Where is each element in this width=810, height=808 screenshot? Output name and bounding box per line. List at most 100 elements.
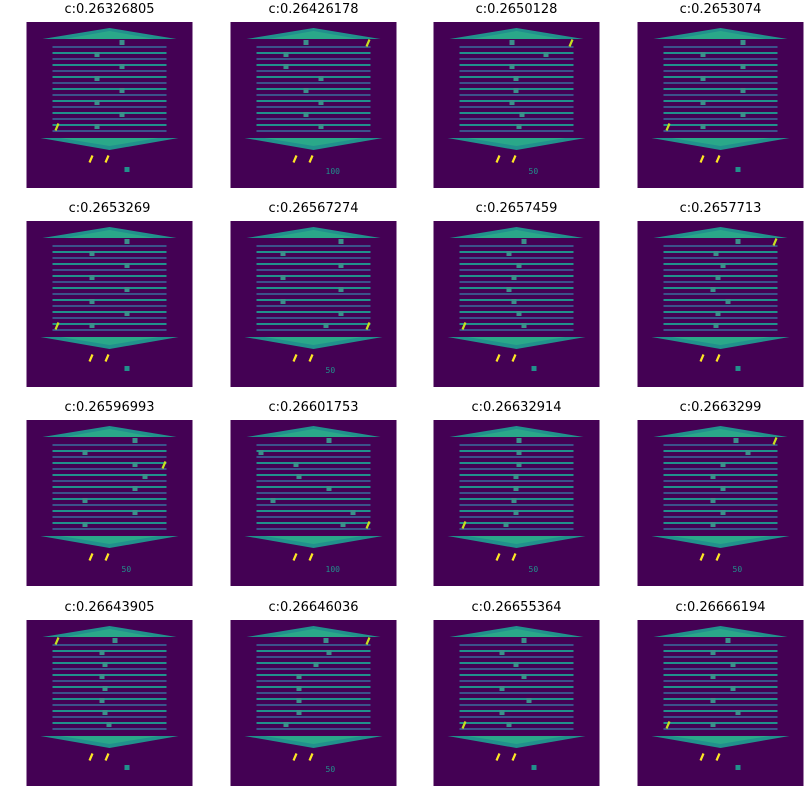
enemy-sprite	[710, 650, 716, 655]
shelf-line	[459, 680, 574, 682]
shelf-line	[663, 323, 778, 325]
shelf-line	[459, 710, 574, 712]
enemy-sprite	[132, 486, 138, 491]
enemy-sprite	[296, 698, 302, 703]
enemy-sprite	[516, 124, 522, 129]
shelf-line	[256, 130, 371, 132]
shelf-line	[256, 317, 371, 319]
enemy-sprite	[720, 510, 726, 515]
base-highlight	[467, 138, 566, 146]
shelf-line	[52, 64, 167, 66]
roof-highlight	[675, 629, 766, 637]
shelf-line	[663, 317, 778, 319]
enemy-sprite	[326, 650, 332, 655]
player-sprite	[665, 123, 671, 131]
shelf-line	[52, 668, 167, 670]
shelf-line	[256, 275, 371, 277]
shelf-line	[52, 674, 167, 676]
player-sprite	[772, 437, 778, 445]
enemy-sprite	[733, 438, 739, 443]
shelf-line	[256, 504, 371, 506]
enemy-sprite	[323, 638, 329, 643]
enemy-sprite	[509, 100, 515, 105]
shelf-line	[256, 269, 371, 271]
shelf-line	[256, 686, 371, 688]
shelf-line	[663, 516, 778, 518]
shelf-line	[256, 510, 371, 512]
frame-title: c:0.26426178	[268, 2, 359, 17]
enemy-sprite	[700, 100, 706, 105]
score-dot	[531, 765, 537, 770]
enemy-sprite	[735, 710, 741, 715]
enemy-sprite	[730, 662, 736, 667]
life-icon	[308, 354, 314, 362]
shelf-line	[663, 100, 778, 102]
shelf-line	[459, 245, 574, 247]
player-sprite	[568, 39, 574, 47]
enemy-sprite	[283, 64, 289, 69]
shelf-line	[663, 722, 778, 724]
life-icon	[699, 753, 705, 761]
enemy-sprite	[313, 662, 319, 667]
enemy-sprite	[132, 462, 138, 467]
enemy-sprite	[506, 722, 512, 727]
shelf-line	[52, 76, 167, 78]
shelf-line	[52, 106, 167, 108]
shelf-line	[52, 130, 167, 132]
shelf-line	[52, 516, 167, 518]
life-icon	[495, 354, 501, 362]
enemy-sprite	[511, 275, 517, 280]
shelf-line	[52, 275, 167, 277]
shelf-line	[459, 329, 574, 331]
enemy-sprite	[280, 275, 286, 280]
frame-title: c:0.26655364	[471, 600, 562, 615]
shelf-line	[256, 245, 371, 247]
shelf-line	[663, 650, 778, 652]
shelf-line	[256, 492, 371, 494]
enemy-sprite	[720, 462, 726, 467]
life-icon	[88, 155, 94, 163]
enemy-sprite	[516, 450, 522, 455]
shelf-line	[52, 728, 167, 730]
enemy-sprite	[89, 323, 95, 328]
enemy-sprite	[715, 275, 721, 280]
frame-background	[26, 420, 193, 586]
shelf-line	[256, 124, 371, 126]
frame-title: c:0.26632914	[471, 400, 562, 415]
enemy-sprite	[124, 263, 130, 268]
base-highlight	[60, 138, 159, 146]
score-dot	[124, 366, 130, 371]
life-icon	[715, 553, 721, 561]
enemy-sprite	[720, 263, 726, 268]
life-icon	[88, 553, 94, 561]
frame-background	[230, 620, 397, 786]
enemy-sprite	[338, 287, 344, 292]
life-icon	[308, 553, 314, 561]
enemy-sprite	[511, 299, 517, 304]
shelf-line	[459, 70, 574, 72]
score-dot	[124, 765, 130, 770]
enemy-sprite	[745, 450, 751, 455]
shelf-line	[52, 82, 167, 84]
enemy-sprite	[710, 522, 716, 527]
life-icon	[495, 155, 501, 163]
life-icon	[308, 753, 314, 761]
shelf-line	[459, 82, 574, 84]
enemy-sprite	[509, 40, 515, 45]
enemy-sprite	[740, 88, 746, 93]
shelf-line	[256, 94, 371, 96]
shelf-line	[52, 293, 167, 295]
shelf-line	[459, 317, 574, 319]
shelf-line	[52, 450, 167, 452]
shelf-line	[663, 118, 778, 120]
shelf-line	[256, 456, 371, 458]
enemy-sprite	[124, 311, 130, 316]
enemy-sprite	[725, 638, 731, 643]
game-frame: 100	[230, 420, 397, 586]
enemy-sprite	[740, 40, 746, 45]
base-highlight	[264, 536, 363, 544]
enemy-sprite	[124, 287, 130, 292]
life-icon	[715, 155, 721, 163]
shelf-line	[52, 118, 167, 120]
shelf-line	[52, 70, 167, 72]
